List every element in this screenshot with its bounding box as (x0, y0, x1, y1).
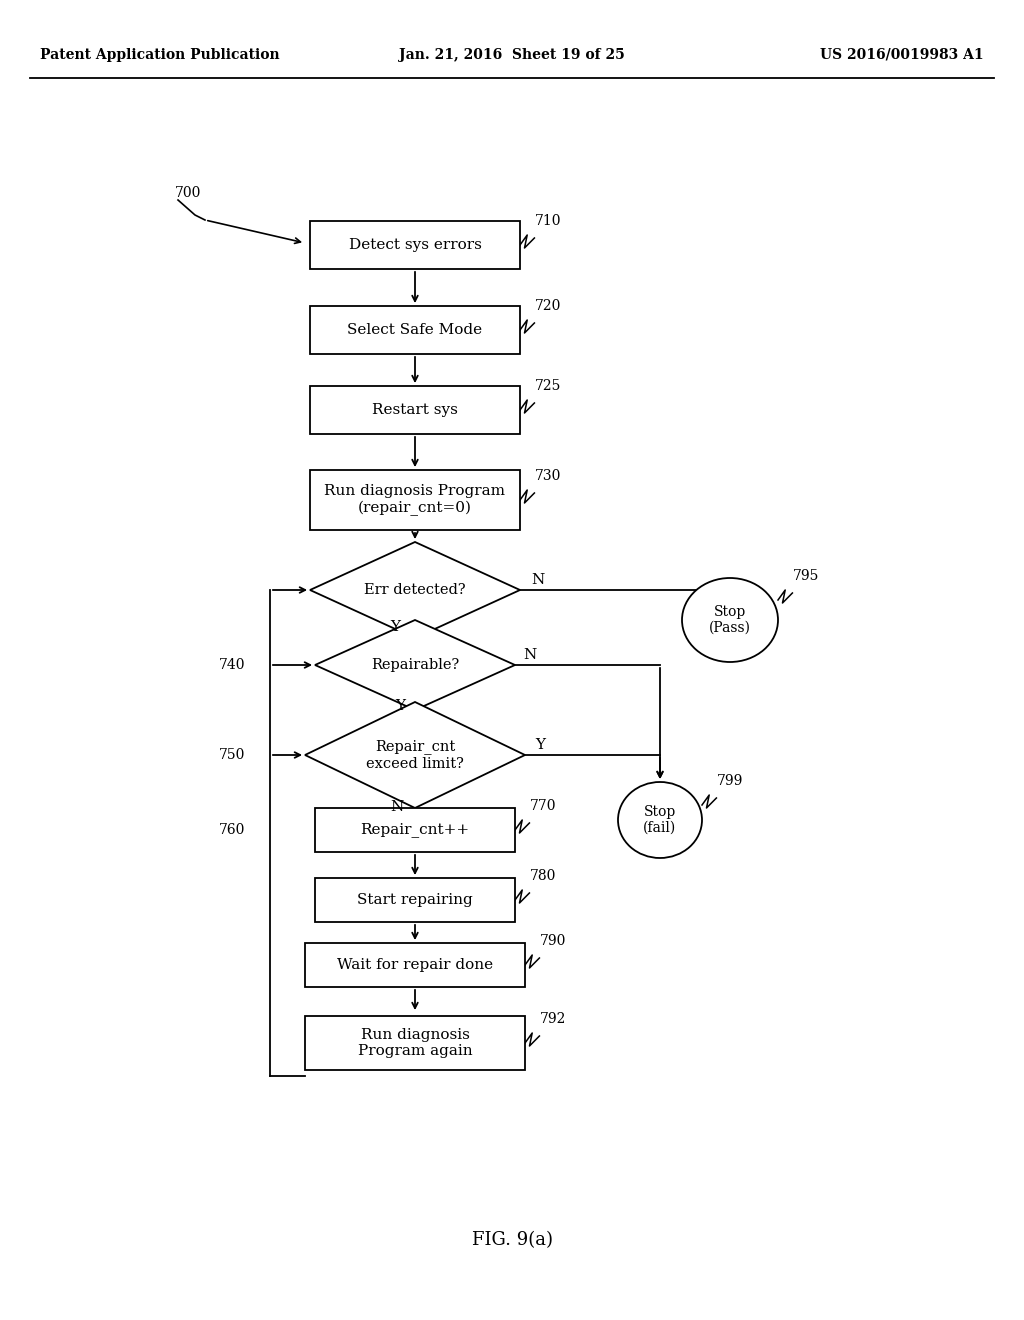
Text: 740: 740 (218, 657, 245, 672)
Text: Err detected?: Err detected? (365, 583, 466, 597)
Text: Y: Y (395, 700, 406, 713)
Ellipse shape (618, 781, 702, 858)
Text: Repairable?: Repairable? (371, 657, 459, 672)
Text: Stop
(fail): Stop (fail) (643, 805, 677, 836)
Text: 792: 792 (541, 1012, 566, 1026)
FancyBboxPatch shape (315, 808, 515, 851)
Text: Y: Y (535, 738, 545, 752)
Text: Restart sys: Restart sys (372, 403, 458, 417)
Text: Run diagnosis Program
(repair_cnt=0): Run diagnosis Program (repair_cnt=0) (325, 484, 506, 516)
Text: N: N (531, 573, 545, 587)
Text: US 2016/0019983 A1: US 2016/0019983 A1 (820, 48, 984, 62)
FancyBboxPatch shape (305, 1016, 525, 1071)
Polygon shape (305, 702, 525, 808)
Text: Run diagnosis
Program again: Run diagnosis Program again (357, 1028, 472, 1059)
Text: Start repairing: Start repairing (357, 894, 473, 907)
Text: Jan. 21, 2016  Sheet 19 of 25: Jan. 21, 2016 Sheet 19 of 25 (399, 48, 625, 62)
Text: 725: 725 (536, 379, 562, 393)
FancyBboxPatch shape (310, 306, 520, 354)
Text: 750: 750 (219, 748, 245, 762)
Text: 730: 730 (536, 469, 562, 483)
FancyBboxPatch shape (305, 942, 525, 987)
Text: 720: 720 (536, 300, 562, 313)
Text: Detect sys errors: Detect sys errors (348, 238, 481, 252)
Polygon shape (310, 543, 520, 638)
FancyBboxPatch shape (315, 878, 515, 921)
Text: 700: 700 (175, 186, 202, 201)
FancyBboxPatch shape (310, 470, 520, 531)
Text: 710: 710 (536, 214, 562, 228)
Text: Y: Y (390, 620, 400, 634)
FancyBboxPatch shape (310, 385, 520, 434)
Text: FIG. 9(a): FIG. 9(a) (471, 1232, 553, 1249)
Text: Select Safe Mode: Select Safe Mode (347, 323, 482, 337)
Text: 780: 780 (530, 869, 557, 883)
Text: Repair_cnt
exceed limit?: Repair_cnt exceed limit? (366, 739, 464, 771)
FancyBboxPatch shape (310, 220, 520, 269)
Ellipse shape (682, 578, 778, 663)
Text: 760: 760 (219, 822, 245, 837)
Text: Patent Application Publication: Patent Application Publication (40, 48, 280, 62)
Text: Repair_cnt++: Repair_cnt++ (360, 822, 470, 837)
Text: Wait for repair done: Wait for repair done (337, 958, 494, 972)
Text: 799: 799 (717, 774, 743, 788)
Text: 795: 795 (794, 569, 819, 583)
Text: N: N (390, 800, 403, 814)
Text: Stop
(Pass): Stop (Pass) (709, 605, 751, 635)
Text: 770: 770 (530, 799, 557, 813)
Text: N: N (523, 648, 537, 663)
Polygon shape (315, 620, 515, 710)
Text: 790: 790 (541, 935, 566, 948)
